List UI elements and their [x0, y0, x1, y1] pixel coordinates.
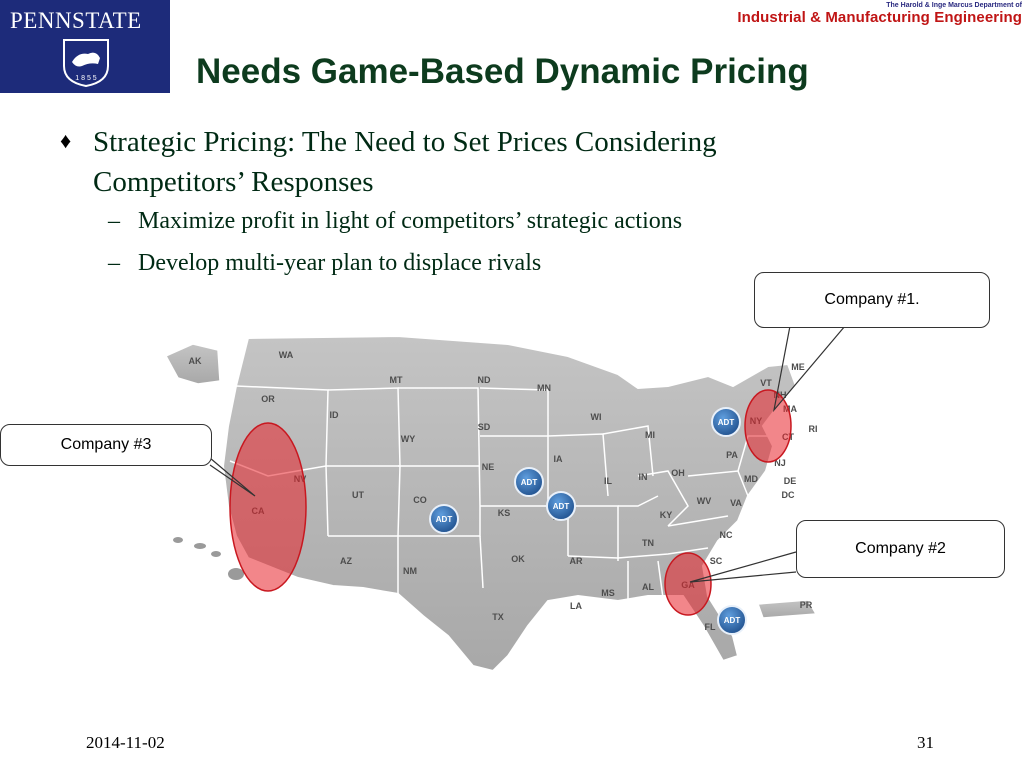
state-label-ak: AK — [189, 356, 202, 366]
state-label-nm: NM — [403, 566, 417, 576]
sub-bullet-text: Develop multi-year plan to displace riva… — [138, 250, 542, 276]
state-label-az: AZ — [340, 556, 352, 566]
svg-text:ADT: ADT — [521, 478, 538, 487]
sub-bullet-text: Maximize profit in light of competitors’… — [138, 208, 683, 234]
state-label-tn: TN — [642, 538, 654, 548]
state-label-me: ME — [791, 362, 805, 372]
state-label-nc: NC — [720, 530, 733, 540]
state-label-ia: IA — [554, 454, 564, 464]
state-label-vt: VT — [760, 378, 772, 388]
state-label-wi: WI — [591, 412, 602, 422]
state-label-in: IN — [639, 472, 648, 482]
state-label-ri: RI — [809, 424, 818, 434]
state-label-fl: FL — [705, 622, 716, 632]
state-label-wv: WV — [697, 496, 712, 506]
department-banner: The Harold & Inge Marcus Department of I… — [737, 2, 1022, 26]
logo-year: 1 8 5 5 — [75, 75, 97, 82]
state-label-va: VA — [730, 498, 742, 508]
highlight-georgia — [664, 552, 712, 616]
state-label-sd: SD — [478, 422, 491, 432]
state-label-ky: KY — [660, 510, 673, 520]
state-label-ms: MS — [601, 588, 615, 598]
department-subtitle: The Harold & Inge Marcus Department of — [886, 2, 1022, 9]
dash-bullet-icon: – — [108, 208, 120, 234]
us-mainland-shape — [221, 334, 798, 673]
state-label-sc: SC — [710, 556, 723, 566]
adt-badge-icon: ADT — [546, 491, 576, 521]
highlight-northeast — [744, 389, 792, 463]
adt-badge-icon: ADT — [514, 467, 544, 497]
state-label-wy: WY — [401, 434, 416, 444]
alaska-shape — [164, 343, 221, 385]
state-label-ks: KS — [498, 508, 511, 518]
state-label-mi: MI — [645, 430, 655, 440]
state-label-wa: WA — [279, 350, 294, 360]
state-label-md: MD — [744, 474, 758, 484]
main-bullet-text: Strategic Pricing: The Need to Set Price… — [93, 126, 717, 198]
state-label-il: IL — [604, 476, 613, 486]
state-label-ut: UT — [352, 490, 364, 500]
nittany-lion-shield-icon: 1 8 5 5 — [63, 39, 109, 88]
us-map: AK WA OR CA NV ID MT WY UT CO AZ NM ND S… — [148, 326, 870, 718]
adt-badge-icon: ADT — [429, 504, 459, 534]
state-label-co: CO — [413, 495, 427, 505]
svg-text:ADT: ADT — [553, 502, 570, 511]
state-label-de: DE — [784, 476, 797, 486]
state-label-or: OR — [261, 394, 275, 404]
state-label-tx: TX — [492, 612, 504, 622]
svg-text:ADT: ADT — [718, 418, 735, 427]
highlight-west-coast — [229, 422, 307, 592]
logo-wordmark: PENNSTATE — [10, 8, 142, 33]
state-label-pa: PA — [726, 450, 738, 460]
state-label-oh: OH — [671, 468, 685, 478]
state-label-ne: NE — [482, 462, 495, 472]
state-borders — [229, 385, 773, 601]
callout-company-3: Company #3 — [0, 424, 212, 466]
svg-text:ADT: ADT — [436, 515, 453, 524]
adt-badge-icon: ADT — [711, 407, 741, 437]
slide-title: Needs Game-Based Dynamic Pricing — [196, 52, 809, 91]
hawaii-shape — [173, 537, 244, 580]
callout-company-1: Company #1. — [754, 272, 990, 328]
adt-badge-icon: ADT — [717, 605, 747, 635]
state-label-la: LA — [570, 601, 582, 611]
state-label-ar: AR — [570, 556, 583, 566]
state-label-ok: OK — [511, 554, 525, 564]
pennstate-logo: PENNSTATE 1 8 5 5 — [0, 0, 170, 93]
state-label-pr: PR — [800, 600, 813, 610]
dash-bullet-icon: – — [108, 250, 120, 276]
state-label-nj: NJ — [774, 458, 786, 468]
state-label-id: ID — [330, 410, 340, 420]
state-label-dc: DC — [782, 490, 795, 500]
state-label-nd: ND — [478, 375, 491, 385]
state-label-mn: MN — [537, 383, 551, 393]
footer-date: 2014-11-02 — [86, 733, 165, 752]
state-label-al: AL — [642, 582, 654, 592]
svg-text:ADT: ADT — [724, 616, 741, 625]
department-name: Industrial & Manufacturing Engineering — [737, 9, 1022, 26]
diamond-bullet-icon: ♦ — [60, 128, 72, 153]
page-number: 31 — [917, 733, 934, 752]
callout-company-2: Company #2 — [796, 520, 1005, 578]
puerto-rico-shape — [756, 599, 818, 619]
state-label-mt: MT — [390, 375, 403, 385]
